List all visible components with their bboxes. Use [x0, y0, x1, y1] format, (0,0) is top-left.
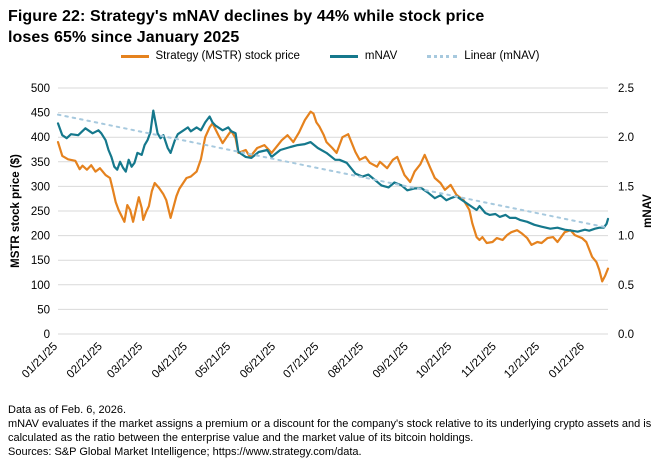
- x-axis-tick-label: 01/21/26: [547, 341, 587, 381]
- x-axis-tick-label: 09/21/25: [371, 341, 411, 381]
- left-axis-tick-label: 150: [31, 255, 50, 267]
- left-axis-tick-label: 300: [31, 181, 50, 193]
- footnote-mnav-definition: mNAV evaluates if the market assigns a p…: [8, 418, 652, 445]
- right-axis-tick-label: 1.5: [618, 181, 634, 193]
- x-axis-tick-label: 08/21/25: [326, 341, 366, 381]
- series-line-strategy-mstr-stock-price: [56, 110, 610, 283]
- chart-title: Figure 22: Strategy's mNAV declines by 4…: [8, 6, 568, 48]
- x-axis-tick-label: 12/21/25: [502, 341, 542, 381]
- right-axis-tick-label: 0.0: [618, 329, 634, 341]
- legend-label-mnav: mNAV: [364, 50, 398, 62]
- left-axis-tick-label: 200: [31, 231, 50, 243]
- chart-title-line1: Figure 22: Strategy's mNAV declines by 4…: [8, 8, 485, 25]
- footnote-sources: Sources: S&P Global Market Intelligence;…: [8, 446, 362, 459]
- right-axis-tick-label: 0.5: [618, 280, 634, 292]
- x-axis-tick-label: 07/21/25: [281, 341, 321, 381]
- left-axis-tick-label: 500: [31, 83, 50, 95]
- chart-legend: Strategy (MSTR) stock price mNAV Linear …: [0, 50, 660, 62]
- mnav-line-swatch: [329, 54, 358, 58]
- series-line-mnav: [56, 109, 610, 233]
- x-axis-tick-label: 02/21/25: [65, 341, 105, 381]
- left-axis-tick-label: 0: [44, 329, 50, 341]
- series-line-linear-mnav-: [57, 113, 609, 229]
- right-axis-tick-label: 2.0: [618, 132, 634, 144]
- x-axis-tick-label: 05/21/25: [193, 341, 233, 381]
- x-axis-tick-label: 10/21/25: [414, 341, 454, 381]
- mstr-line-swatch: [120, 54, 149, 58]
- left-axis-tick-label: 50: [37, 304, 50, 316]
- x-axis-tick-label: 04/21/25: [150, 341, 190, 381]
- legend-label-mstr: Strategy (MSTR) stock price: [155, 50, 300, 62]
- footnote-data-as-of: Data as of Feb. 6, 2026.: [8, 404, 127, 416]
- linear-trend-swatch: [427, 54, 458, 58]
- x-axis-tick-label: 06/21/25: [238, 341, 278, 381]
- footnotes: Data as of Feb. 6, 2026. mNAV evaluates …: [8, 403, 658, 459]
- right-axis-tick-label: 1.0: [618, 231, 634, 243]
- x-axis-tick-label: 11/21/25: [459, 341, 499, 381]
- legend-item-mstr: Strategy (MSTR) stock price: [120, 50, 300, 62]
- left-axis-tick-label: 350: [31, 157, 50, 169]
- left-axis-tick-label: 450: [31, 108, 50, 120]
- legend-label-linear: Linear (mNAV): [464, 50, 540, 62]
- left-axis-tick-label: 100: [31, 280, 50, 292]
- legend-item-linear: Linear (mNAV): [427, 50, 540, 62]
- x-axis-tick-label: 03/21/25: [105, 341, 145, 381]
- x-axis-tick-label: 01/21/25: [20, 341, 60, 381]
- right-axis-tick-label: 2.5: [618, 83, 634, 95]
- chart-title-line2: loses 65% since January 2025: [8, 29, 240, 47]
- legend-item-mnav: mNAV: [329, 50, 398, 62]
- left-axis-tick-label: 400: [31, 132, 50, 144]
- left-axis-tick-label: 250: [31, 206, 50, 218]
